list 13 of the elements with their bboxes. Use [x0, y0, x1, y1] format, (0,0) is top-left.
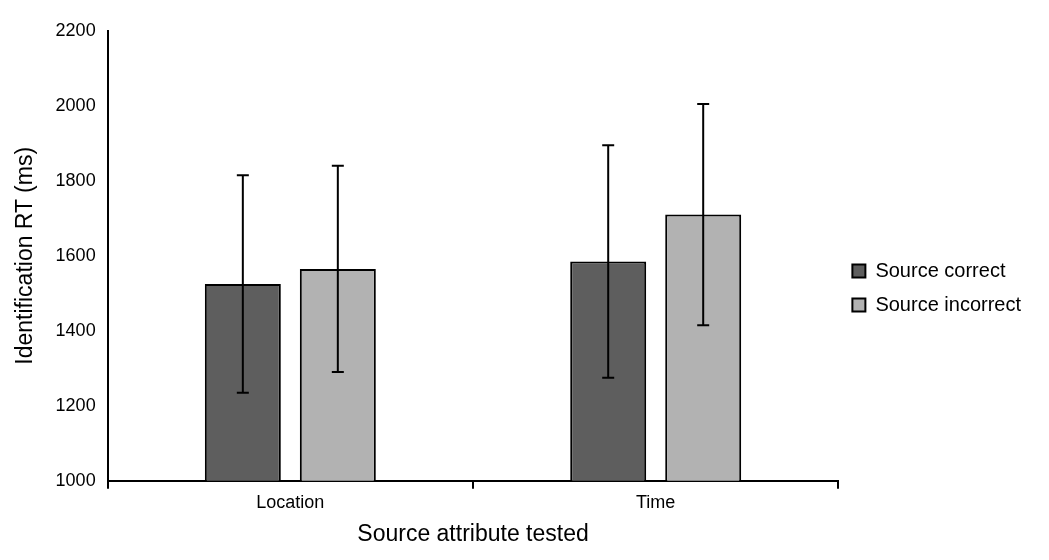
y-tick-label: 1200: [55, 394, 96, 415]
legend-label: Source incorrect: [875, 292, 1022, 315]
y-axis-title: Identification RT (ms): [11, 146, 38, 365]
x-tick-label: Location: [256, 491, 325, 512]
legend-label: Source correct: [875, 258, 1006, 281]
y-tick-label: 2200: [55, 19, 96, 40]
y-tick-label: 1600: [55, 244, 96, 265]
y-tick-label: 1800: [55, 169, 96, 190]
y-tick-label: 1000: [55, 469, 96, 490]
y-tick-label: 2000: [55, 94, 96, 115]
y-tick-label: 1400: [55, 319, 96, 340]
x-tick-label: Time: [636, 491, 676, 512]
x-axis-title: Source attribute tested: [357, 519, 589, 546]
